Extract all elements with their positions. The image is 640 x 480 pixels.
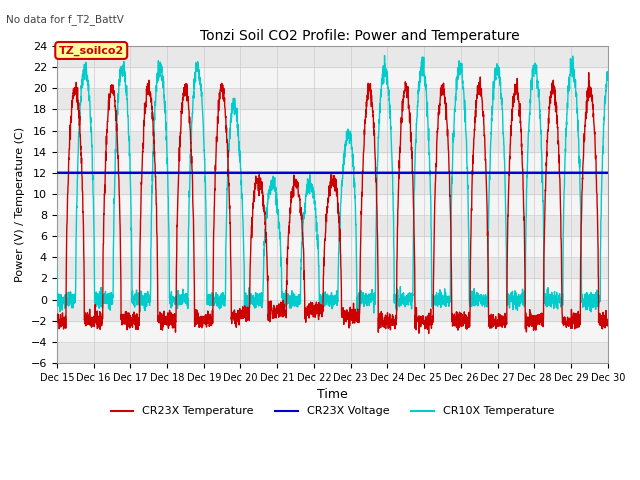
Bar <box>57 131 608 152</box>
Bar <box>57 321 608 342</box>
Bar <box>57 88 608 109</box>
Bar <box>57 67 608 88</box>
Bar <box>57 278 608 300</box>
Bar <box>57 173 608 194</box>
X-axis label: Time: Time <box>317 388 348 401</box>
Bar <box>57 109 608 131</box>
Bar <box>57 300 608 321</box>
Text: No data for f_T2_BattV: No data for f_T2_BattV <box>6 14 124 25</box>
Legend: CR23X Temperature, CR23X Voltage, CR10X Temperature: CR23X Temperature, CR23X Voltage, CR10X … <box>106 402 558 421</box>
Text: TZ_soilco2: TZ_soilco2 <box>59 45 124 56</box>
Bar <box>57 342 608 363</box>
Bar <box>57 194 608 215</box>
Bar <box>57 236 608 257</box>
Bar <box>57 257 608 278</box>
Bar <box>57 215 608 236</box>
Title: Tonzi Soil CO2 Profile: Power and Temperature: Tonzi Soil CO2 Profile: Power and Temper… <box>200 29 520 43</box>
Bar <box>57 46 608 67</box>
Y-axis label: Power (V) / Temperature (C): Power (V) / Temperature (C) <box>15 127 25 282</box>
Bar <box>57 152 608 173</box>
